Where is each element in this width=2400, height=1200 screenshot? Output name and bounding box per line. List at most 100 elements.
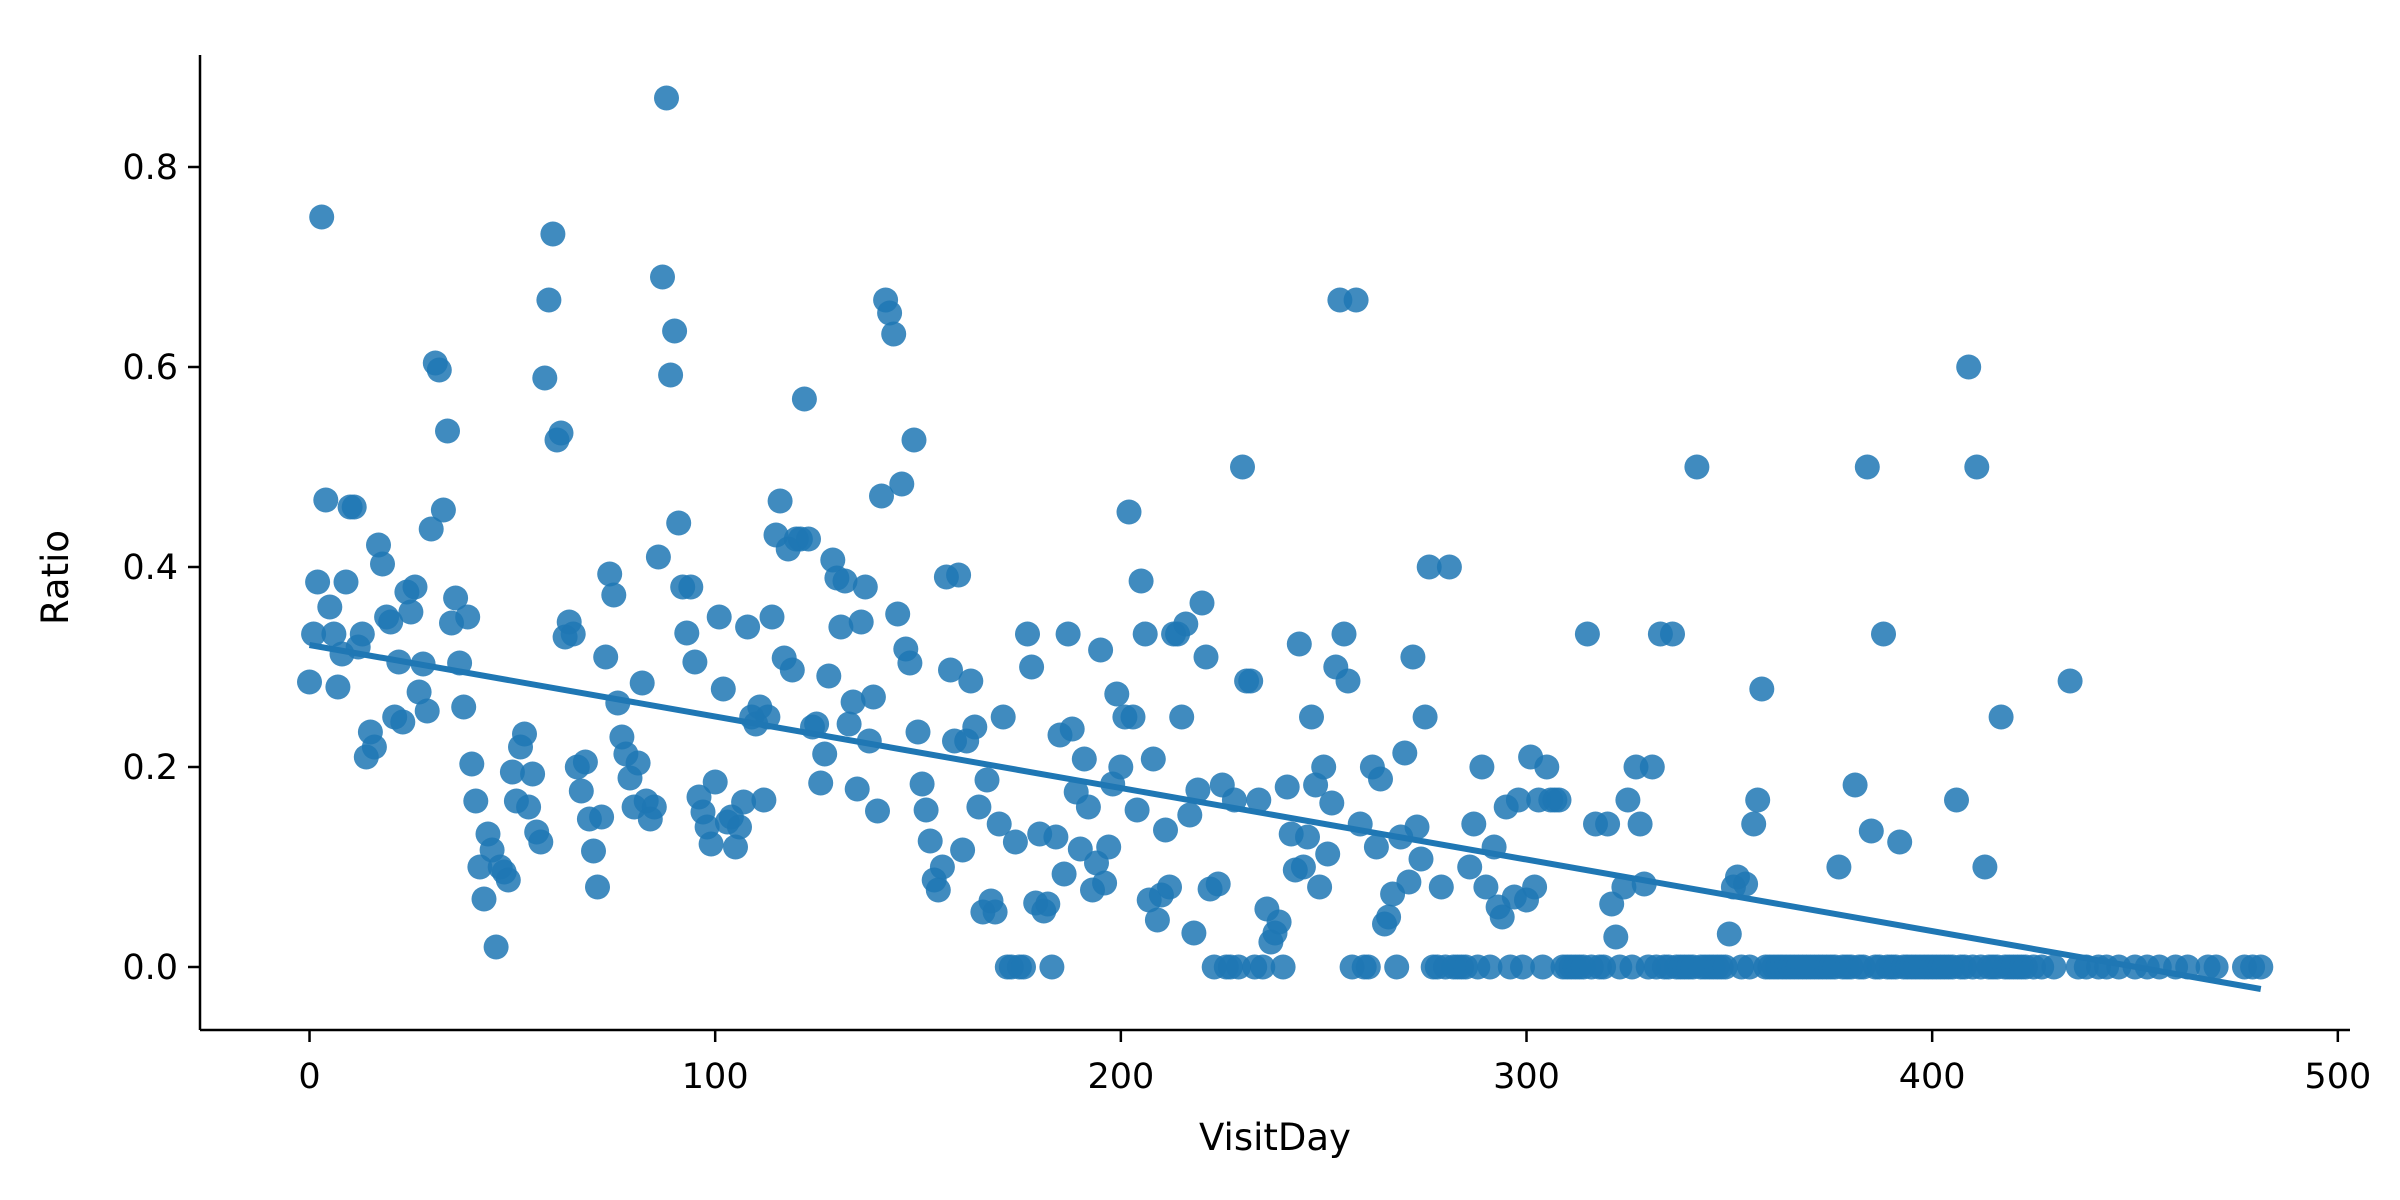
data-point: [1193, 644, 1219, 670]
data-point: [2057, 668, 2083, 694]
data-point: [1489, 904, 1515, 930]
data-point: [1015, 621, 1040, 647]
data-point: [929, 854, 955, 880]
data-point: [852, 574, 878, 600]
data-point: [520, 761, 546, 787]
data-point: [418, 516, 444, 542]
data-point: [1505, 787, 1531, 813]
data-point: [1858, 818, 1884, 844]
data-point: [1173, 611, 1199, 637]
data-point: [1039, 954, 1065, 980]
data-point: [901, 427, 927, 453]
data-point: [1011, 954, 1036, 980]
data-point: [1270, 954, 1296, 980]
data-point: [629, 670, 655, 696]
data-point: [877, 300, 903, 326]
x-axis-label: VisitDay: [1199, 1116, 1351, 1159]
data-point: [905, 719, 931, 745]
data-point: [1043, 824, 1069, 850]
data-point: [1574, 621, 1600, 647]
data-point: [1230, 454, 1255, 480]
data-point: [909, 771, 935, 797]
data-point: [1067, 836, 1093, 862]
data-point: [572, 749, 598, 775]
data-point: [1988, 704, 2014, 730]
data-point: [678, 574, 704, 600]
data-point: [1854, 454, 1880, 480]
data-point: [1376, 904, 1402, 930]
data-point: [844, 776, 870, 802]
data-point: [1416, 554, 1442, 580]
data-point: [1051, 861, 1077, 887]
data-point: [1477, 954, 1503, 980]
data-point: [560, 621, 586, 647]
data-point: [1530, 954, 1556, 980]
data-point: [1185, 777, 1211, 803]
data-point: [325, 674, 351, 700]
data-point: [938, 657, 963, 683]
data-point: [1749, 676, 1775, 702]
x-axis-ticks: 0 100 200 300 400 500: [298, 1030, 2371, 1097]
data-point: [913, 797, 939, 823]
data-point: [528, 829, 554, 855]
data-point: [641, 794, 667, 820]
data-point: [1546, 787, 1572, 813]
data-point: [378, 609, 404, 635]
data-point: [897, 650, 923, 676]
data-point: [1019, 654, 1045, 680]
data-point: [1534, 754, 1560, 780]
plot-area: [297, 85, 2274, 992]
data-point: [1108, 754, 1134, 780]
data-point: [1826, 854, 1852, 880]
y-tick-label: 0.6: [122, 348, 178, 388]
data-point: [585, 874, 610, 900]
data-point: [1331, 621, 1357, 647]
data-point: [832, 568, 858, 594]
data-point: [946, 562, 972, 588]
y-tick-label: 0.2: [122, 748, 178, 788]
data-point: [1144, 907, 1170, 933]
data-point: [1396, 869, 1422, 895]
data-point: [402, 574, 428, 600]
data-point: [925, 877, 951, 903]
data-point: [1002, 829, 1028, 855]
data-point: [812, 741, 838, 767]
data-point: [1343, 287, 1369, 313]
data-point: [1660, 621, 1685, 647]
data-point: [666, 510, 692, 536]
data-point: [702, 769, 728, 795]
y-tick-label: 0.0: [122, 948, 178, 988]
data-point: [625, 750, 651, 776]
data-point: [1092, 870, 1118, 896]
data-point: [1104, 681, 1130, 707]
data-point: [1157, 874, 1182, 900]
data-point: [848, 609, 874, 635]
x-tick-label: 400: [1899, 1057, 1966, 1097]
data-point: [2041, 954, 2067, 980]
data-point: [1363, 834, 1389, 860]
data-point: [779, 657, 805, 683]
data-point: [601, 582, 627, 608]
data-point: [1733, 871, 1759, 897]
data-point: [1120, 704, 1146, 730]
data-point: [516, 794, 542, 820]
data-point: [532, 365, 558, 391]
data-point: [548, 420, 574, 446]
data-point: [865, 798, 890, 824]
data-point: [1290, 854, 1316, 880]
data-point: [727, 814, 752, 840]
data-point: [1595, 811, 1621, 837]
data-point: [589, 804, 615, 830]
data-point: [654, 85, 679, 111]
data-point: [451, 694, 477, 720]
data-point: [597, 561, 623, 587]
data-point: [1741, 811, 1767, 837]
data-point: [1238, 668, 1264, 694]
data-point: [406, 679, 432, 705]
data-point: [1684, 454, 1710, 480]
data-point: [1274, 774, 1300, 800]
data-point: [1189, 590, 1215, 616]
data-point: [974, 767, 1000, 793]
data-point: [731, 789, 757, 815]
